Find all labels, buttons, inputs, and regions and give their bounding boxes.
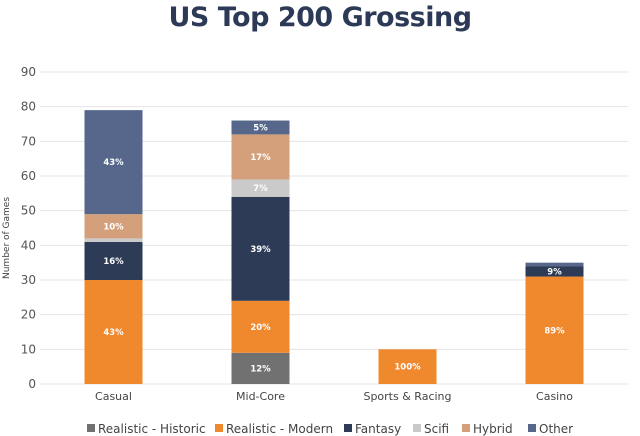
chart-title: US Top 200 Grossing <box>168 2 472 33</box>
bar-segment <box>231 179 290 197</box>
bar-segment <box>525 262 584 267</box>
data-label: 39% <box>250 245 271 255</box>
legend-item: Hybrid <box>473 422 513 436</box>
x-tick-label: Mid-Core <box>236 390 285 403</box>
y-tick-label: 40 <box>21 238 36 252</box>
bar-segment <box>231 300 290 353</box>
data-label: 43% <box>103 158 124 168</box>
legend-swatch <box>413 424 421 432</box>
bar-segment <box>84 214 143 239</box>
legend-swatch <box>215 424 223 432</box>
data-label: 20% <box>250 323 271 333</box>
y-tick-label: 30 <box>21 273 36 287</box>
bar-segment <box>231 134 290 180</box>
y-tick-label: 60 <box>21 169 36 183</box>
data-label: 89% <box>544 326 565 336</box>
y-tick-label: 10 <box>21 342 36 356</box>
legend-item: Fantasy <box>355 422 401 436</box>
y-tick-label: 0 <box>28 377 36 391</box>
legend-item: Other <box>539 422 573 436</box>
data-label: 16% <box>103 257 124 267</box>
bar-segment <box>231 196 290 301</box>
legend-item: Realistic - Modern <box>226 422 333 436</box>
data-label: 9% <box>547 267 562 277</box>
y-axis-label: Number of Games <box>2 197 12 279</box>
data-label: 10% <box>103 222 124 232</box>
x-tick-label: Casual <box>95 390 132 403</box>
bar-segment <box>525 276 584 384</box>
bar-segment <box>231 352 290 384</box>
data-label: 43% <box>103 328 124 338</box>
bar-segment <box>84 238 143 242</box>
y-tick-label: 80 <box>21 100 36 114</box>
x-tick-label: Sports & Racing <box>363 390 451 403</box>
data-label: 100% <box>394 363 421 373</box>
legend-item: Scifi <box>424 422 449 436</box>
bar-segment <box>525 266 584 277</box>
legend-item: Realistic - Historic <box>98 422 206 436</box>
legend-swatch <box>462 424 470 432</box>
bar-segment <box>231 120 290 135</box>
y-tick-label: 50 <box>21 204 36 218</box>
legend-swatch <box>528 424 536 432</box>
data-label: 7% <box>253 184 268 194</box>
x-tick-label: Casino <box>536 390 573 403</box>
bar-segment <box>84 110 143 215</box>
y-tick-label: 20 <box>21 308 36 322</box>
data-label: 5% <box>253 123 268 133</box>
bar-segment <box>84 241 143 280</box>
legend-swatch <box>87 424 95 432</box>
legend-swatch <box>344 424 352 432</box>
data-label: 17% <box>250 153 271 163</box>
y-tick-label: 90 <box>21 65 36 79</box>
bar-segment <box>84 280 143 384</box>
data-label: 12% <box>250 364 271 374</box>
bar-segment <box>378 349 437 384</box>
y-tick-label: 70 <box>21 134 36 148</box>
